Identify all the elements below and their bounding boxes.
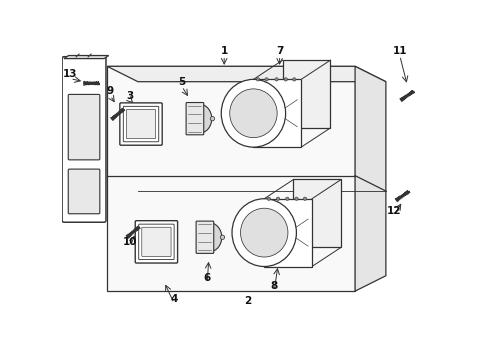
- Polygon shape: [283, 60, 330, 128]
- FancyBboxPatch shape: [135, 221, 177, 263]
- Ellipse shape: [232, 199, 296, 266]
- Circle shape: [275, 78, 278, 81]
- Ellipse shape: [221, 80, 286, 147]
- Ellipse shape: [197, 223, 222, 252]
- Polygon shape: [264, 199, 312, 266]
- Polygon shape: [107, 66, 355, 291]
- Circle shape: [284, 78, 288, 81]
- Circle shape: [286, 197, 289, 201]
- Text: 13: 13: [63, 69, 77, 79]
- FancyBboxPatch shape: [126, 109, 156, 139]
- Text: 3: 3: [126, 91, 134, 100]
- Text: 5: 5: [178, 77, 185, 87]
- Text: 8: 8: [270, 281, 278, 291]
- FancyBboxPatch shape: [62, 57, 106, 222]
- Text: 7: 7: [276, 46, 283, 56]
- FancyBboxPatch shape: [142, 227, 171, 256]
- Ellipse shape: [241, 208, 288, 257]
- Circle shape: [303, 197, 307, 201]
- Circle shape: [295, 197, 298, 201]
- Polygon shape: [64, 55, 109, 59]
- Ellipse shape: [230, 89, 277, 138]
- Text: 11: 11: [392, 46, 407, 56]
- Polygon shape: [355, 66, 386, 291]
- Text: 10: 10: [123, 237, 138, 247]
- Text: 1: 1: [220, 46, 228, 56]
- Polygon shape: [107, 66, 386, 82]
- Circle shape: [293, 78, 296, 81]
- FancyBboxPatch shape: [68, 94, 100, 160]
- FancyBboxPatch shape: [68, 169, 100, 214]
- FancyBboxPatch shape: [139, 224, 174, 260]
- Text: 4: 4: [171, 294, 178, 304]
- FancyBboxPatch shape: [123, 106, 159, 142]
- Circle shape: [265, 78, 268, 81]
- Circle shape: [220, 235, 224, 239]
- Circle shape: [267, 197, 270, 201]
- Circle shape: [210, 117, 215, 121]
- FancyBboxPatch shape: [186, 103, 204, 135]
- Polygon shape: [294, 180, 341, 247]
- Text: 12: 12: [386, 206, 401, 216]
- Text: 9: 9: [107, 86, 114, 96]
- Ellipse shape: [187, 104, 212, 133]
- Text: 6: 6: [204, 273, 211, 283]
- Circle shape: [256, 78, 260, 81]
- FancyBboxPatch shape: [120, 103, 162, 145]
- Polygon shape: [253, 80, 301, 147]
- Text: 2: 2: [244, 296, 251, 306]
- FancyBboxPatch shape: [196, 221, 214, 253]
- Circle shape: [276, 197, 280, 201]
